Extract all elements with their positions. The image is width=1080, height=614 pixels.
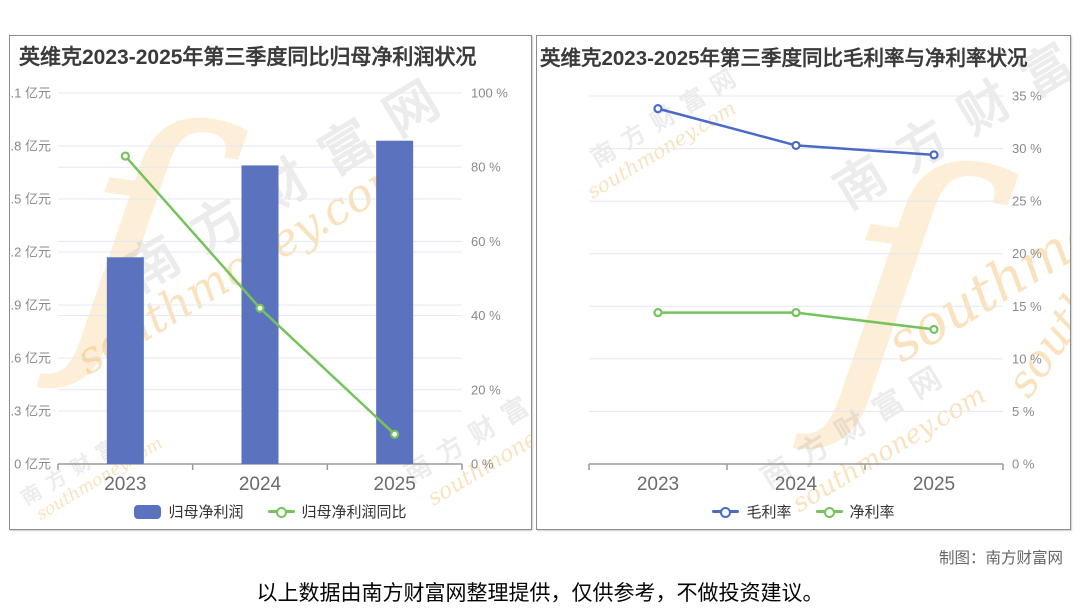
axis-tick-label: 0 亿元 bbox=[14, 457, 51, 472]
category-label: 2025 bbox=[374, 474, 416, 495]
axis-tick-label: 2.1 亿元 bbox=[10, 86, 51, 101]
axis-tick-label: 1.2 亿元 bbox=[10, 245, 51, 260]
category-label: 2024 bbox=[775, 474, 818, 495]
data-point-marker[interactable] bbox=[929, 324, 939, 335]
net-profit-legend: 归母净利润 归母净利润同比 bbox=[10, 501, 531, 522]
legend-item-0[interactable]: 归母净利润 bbox=[134, 501, 244, 522]
legend-label: 净利率 bbox=[849, 504, 895, 521]
bar[interactable] bbox=[106, 257, 144, 464]
legend-item-1[interactable]: 净利率 bbox=[815, 501, 895, 522]
axis-tick-label: 25 % bbox=[1012, 194, 1042, 209]
data-point-marker[interactable] bbox=[791, 140, 801, 151]
net-profit-chart-panel: ſ 南方财富网 southmoney.com 南方财富网 southmoney.… bbox=[9, 35, 532, 530]
data-point-marker[interactable] bbox=[653, 104, 663, 114]
axis-tick-label: 15 % bbox=[1012, 299, 1042, 314]
category-label: 2024 bbox=[239, 474, 282, 495]
legend-bar-swatch-icon bbox=[134, 504, 162, 519]
category-label: 2023 bbox=[637, 474, 679, 495]
axis-tick-label: 1.5 亿元 bbox=[10, 192, 51, 207]
axis-tick-label: 80 % bbox=[471, 160, 501, 175]
data-point-marker[interactable] bbox=[791, 307, 801, 318]
legend-line-swatch-icon bbox=[815, 505, 843, 519]
axis-tick-label: 5 % bbox=[1012, 404, 1035, 419]
data-point-marker[interactable] bbox=[390, 429, 400, 439]
data-point-marker[interactable] bbox=[653, 307, 663, 318]
axis-tick-label: 0 % bbox=[471, 457, 494, 472]
legend-label: 归母净利润 bbox=[168, 504, 244, 521]
axis-tick-label: 20 % bbox=[471, 382, 501, 397]
legend-label: 毛利率 bbox=[746, 504, 792, 521]
disclaimer-text: 以上数据由南方财富网整理提供，仅供参考，不做投资建议。 bbox=[256, 582, 824, 605]
net-profit-chart-canvas: 0 亿元 0.3 亿元 0.6 亿元 0.9 亿元 1.2 亿元 1.5 亿元 1.8 亿元… bbox=[10, 86, 508, 496]
axis-tick-label: 10 % bbox=[1012, 351, 1042, 366]
axis-tick-label: 0.6 亿元 bbox=[10, 351, 51, 366]
axis-tick-label: 30 % bbox=[1012, 141, 1042, 156]
margin-chart-panel: 南方财富网 southmoney.com 南方财富网 ſ southmoney.… bbox=[536, 35, 1071, 530]
axis-tick-label: 1.8 亿元 bbox=[10, 139, 51, 154]
axis-tick-label: 60 % bbox=[471, 234, 501, 249]
data-point-marker[interactable] bbox=[929, 150, 939, 160]
axis-tick-label: 100 % bbox=[471, 86, 508, 101]
chart-title: 英维克2023-2025年第三季度同比毛利率与净利率状况 bbox=[540, 47, 1028, 70]
axis-tick-label: 0.9 亿元 bbox=[10, 298, 51, 313]
category-label: 2025 bbox=[913, 474, 955, 495]
legend-line-swatch-icon bbox=[712, 505, 740, 519]
axis-tick-label: 0 % bbox=[1012, 457, 1035, 472]
charts-row: ſ 南方财富网 southmoney.com 南方财富网 southmoney.… bbox=[9, 35, 1071, 530]
bar[interactable] bbox=[376, 140, 414, 464]
margin-legend: 毛利率 净利率 bbox=[537, 501, 1070, 522]
axis-tick-label: 35 % bbox=[1012, 89, 1042, 104]
data-point-marker[interactable] bbox=[120, 151, 130, 161]
legend-item-0[interactable]: 毛利率 bbox=[712, 501, 792, 522]
axis-tick-label: 40 % bbox=[471, 308, 501, 323]
legend-item-1[interactable]: 归母净利润同比 bbox=[267, 501, 407, 522]
margin-chart-canvas: 0 % 5 % 10 % 15 % 20 % 25 % 30 % 35 % 2023 2024 20… bbox=[588, 89, 1042, 495]
legend-label: 归母净利润同比 bbox=[301, 504, 407, 521]
credit-text: 制图：南方财富网 bbox=[938, 550, 1063, 567]
data-point-marker[interactable] bbox=[255, 303, 265, 313]
axis-tick-label: 0.3 亿元 bbox=[10, 404, 51, 419]
legend-line-swatch-icon bbox=[267, 505, 295, 519]
category-label: 2023 bbox=[104, 474, 146, 495]
bar[interactable] bbox=[241, 165, 279, 464]
axis-tick-label: 20 % bbox=[1012, 246, 1042, 261]
chart-title: 英维克2023-2025年第三季度同比归母净利润状况 bbox=[19, 46, 477, 69]
